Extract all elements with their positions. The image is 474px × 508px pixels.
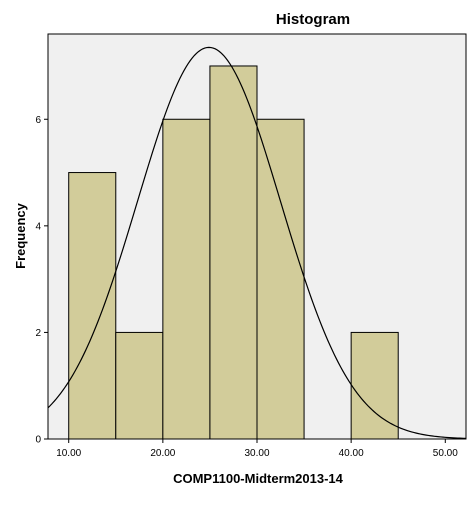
x-tick-label: 10.00 bbox=[56, 448, 81, 459]
histogram-bar bbox=[256, 118, 305, 440]
x-tick-label: 50.00 bbox=[433, 448, 458, 459]
x-tick-label: 30.00 bbox=[244, 448, 269, 459]
histogram-bar bbox=[162, 118, 211, 440]
normal-curve-line bbox=[47, 46, 467, 439]
y-tick-label: 2 bbox=[35, 328, 41, 339]
histogram-bar bbox=[115, 331, 164, 440]
x-axis-label: COMP1100-Midterm2013-14 bbox=[173, 471, 344, 486]
x-axis-ticks: 10.00 20.00 30.00 40.00 50.00 bbox=[56, 439, 458, 459]
y-axis-ticks: 0 2 4 6 bbox=[35, 115, 48, 446]
y-tick-label: 0 bbox=[35, 435, 41, 446]
x-tick-label: 40.00 bbox=[339, 448, 364, 459]
bars-group bbox=[68, 65, 399, 440]
histogram-bar bbox=[68, 172, 117, 440]
y-tick-label: 4 bbox=[35, 221, 41, 232]
y-axis-label: Frequency bbox=[13, 202, 28, 269]
chart-title: Histogram bbox=[276, 11, 350, 28]
y-tick-label: 6 bbox=[35, 115, 41, 126]
histogram-bar bbox=[209, 65, 258, 440]
x-tick-label: 20.00 bbox=[150, 448, 175, 459]
